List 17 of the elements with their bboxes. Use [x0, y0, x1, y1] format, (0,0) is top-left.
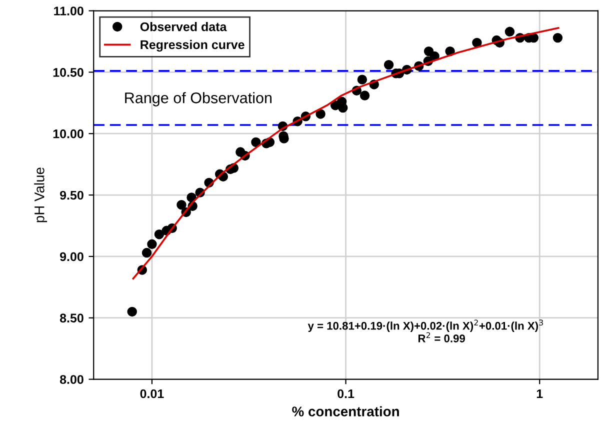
annotation: y = 10.81+0.19·(ln X)+0.02·(ln X)$^{2}$+0.01·(ln X)$^{3}$: [308, 320, 543, 332]
x-axis-title: % concentration: [292, 406, 399, 416]
annotation: R$^{2}$ = 0.99: [418, 332, 465, 342]
y-axis-title: pH Value: [34, 168, 48, 222]
y-tick-label: 8.50: [60, 314, 84, 323]
y-tick-label: 8.00: [60, 375, 84, 384]
legend-label: Observed data: [140, 22, 227, 32]
y-tick-label: 9.50: [60, 190, 84, 200]
annotation: Range of Observation: [125, 92, 272, 106]
legend-label: Regression curve: [140, 40, 244, 52]
x-tick-label: 1: [536, 389, 543, 398]
y-tick-label: 9.00: [60, 252, 84, 262]
x-tick-label: 0.01: [140, 389, 164, 398]
x-tick-label: 0.1: [338, 389, 354, 398]
y-tick-label: 10.50: [53, 68, 84, 77]
y-tick-label: 10.00: [53, 129, 84, 138]
y-tick-label: 11.00: [54, 6, 84, 16]
